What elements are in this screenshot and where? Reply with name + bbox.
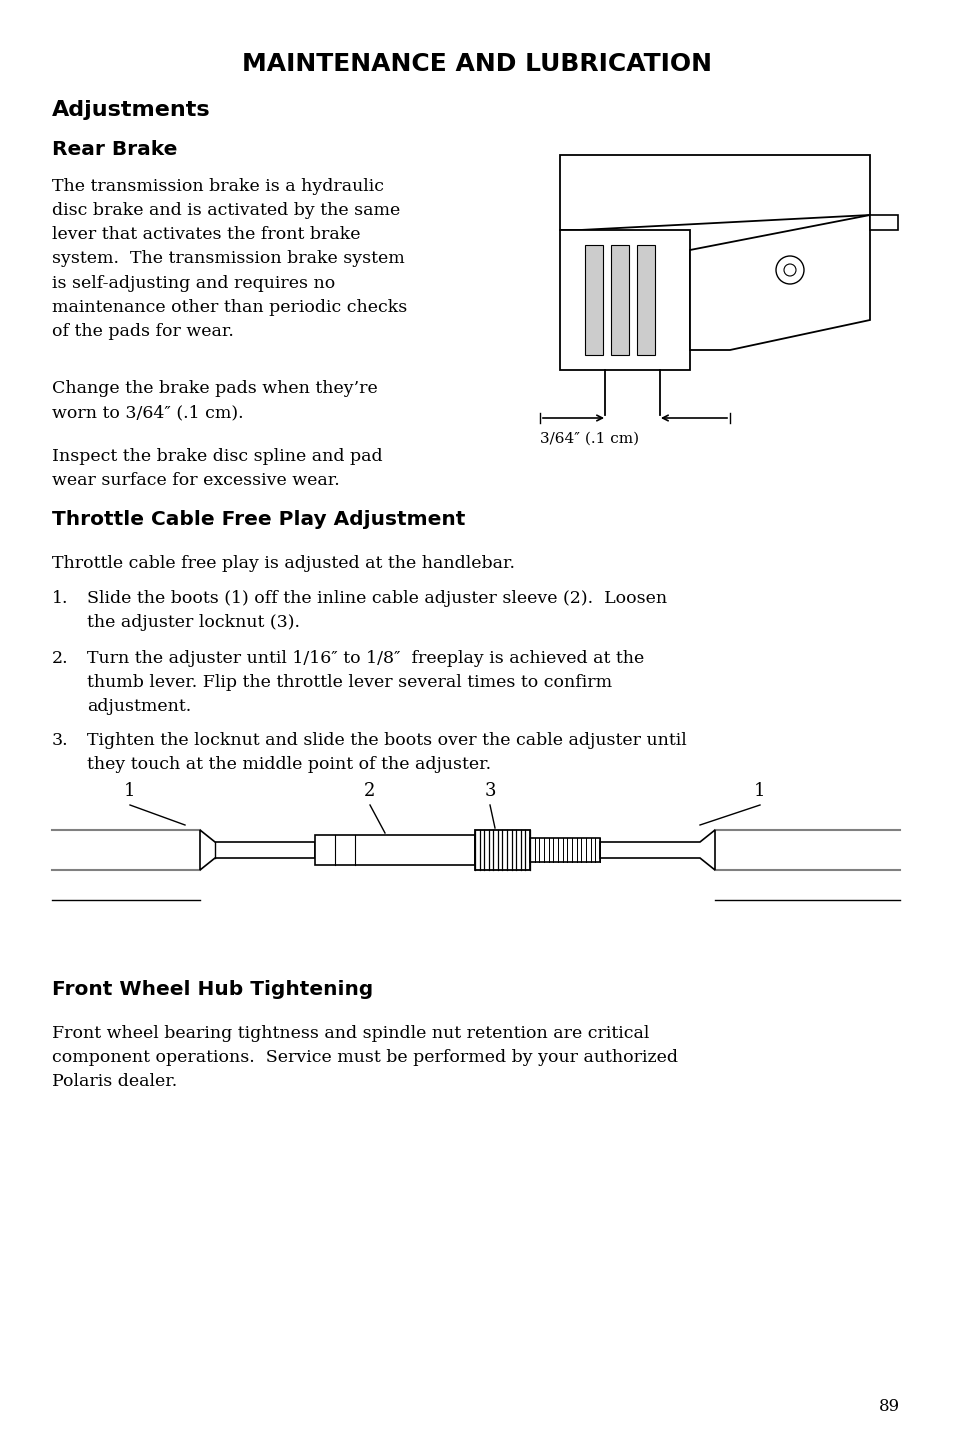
Text: Turn the adjuster until 1/16″ to 1/8″  freeplay is achieved at the
thumb lever. : Turn the adjuster until 1/16″ to 1/8″ fr…	[87, 650, 643, 715]
Text: Slide the boots (1) off the inline cable adjuster sleeve (2).  Loosen
the adjust: Slide the boots (1) off the inline cable…	[87, 590, 666, 631]
Text: 89: 89	[878, 1397, 899, 1415]
Text: Inspect the brake disc spline and pad
wear surface for excessive wear.: Inspect the brake disc spline and pad we…	[52, 448, 382, 489]
Bar	[584, 246, 602, 355]
Text: Throttle Cable Free Play Adjustment: Throttle Cable Free Play Adjustment	[52, 510, 465, 529]
Text: 2: 2	[364, 782, 375, 800]
Text: 1: 1	[754, 782, 765, 800]
Polygon shape	[599, 830, 714, 869]
Text: The transmission brake is a hydraulic
disc brake and is activated by the same
le: The transmission brake is a hydraulic di…	[52, 177, 407, 340]
Bar	[869, 215, 897, 230]
Text: 3: 3	[484, 782, 496, 800]
Polygon shape	[559, 230, 689, 369]
Text: Change the brake pads when they’re
worn to 3/64″ (.1 cm).: Change the brake pads when they’re worn …	[52, 379, 377, 422]
Bar	[314, 835, 475, 865]
Text: 1.: 1.	[52, 590, 69, 606]
Text: 3.: 3.	[52, 731, 69, 749]
Text: 2.: 2.	[52, 650, 69, 667]
Text: Front Wheel Hub Tightening: Front Wheel Hub Tightening	[52, 980, 373, 999]
Polygon shape	[200, 830, 314, 869]
Bar	[530, 838, 599, 862]
Text: MAINTENANCE AND LUBRICATION: MAINTENANCE AND LUBRICATION	[242, 52, 711, 76]
Text: Throttle cable free play is adjusted at the handlebar.: Throttle cable free play is adjusted at …	[52, 555, 515, 571]
Bar	[475, 830, 530, 869]
Text: Front wheel bearing tightness and spindle nut retention are critical
component o: Front wheel bearing tightness and spindl…	[52, 1025, 678, 1090]
Text: Tighten the locknut and slide the boots over the cable adjuster until
they touch: Tighten the locknut and slide the boots …	[87, 731, 686, 774]
Bar	[610, 246, 628, 355]
Text: 1: 1	[124, 782, 135, 800]
Text: Rear Brake: Rear Brake	[52, 140, 177, 158]
Polygon shape	[559, 156, 869, 230]
Bar	[637, 246, 655, 355]
Polygon shape	[689, 215, 869, 350]
Text: 3/64″ (.1 cm): 3/64″ (.1 cm)	[539, 432, 639, 446]
Text: Adjustments: Adjustments	[52, 100, 211, 121]
